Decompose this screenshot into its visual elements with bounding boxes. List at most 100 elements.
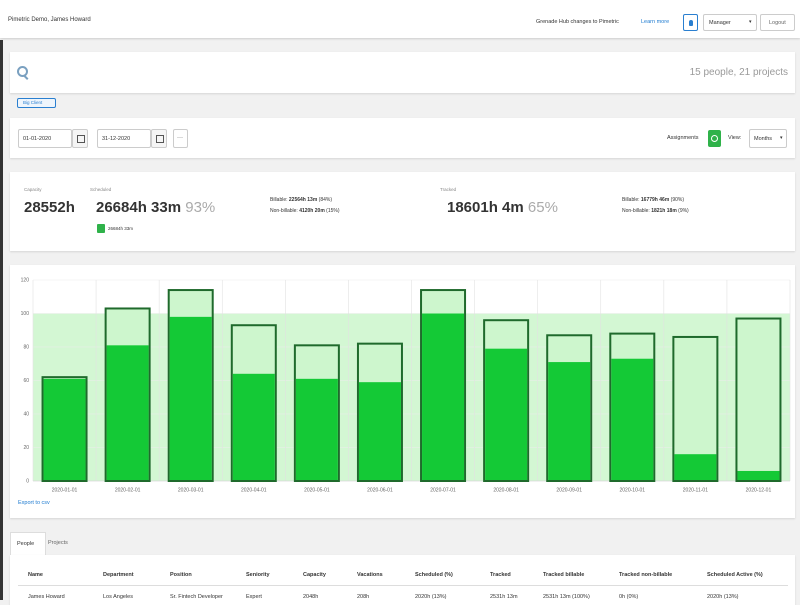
top-bar: Pimetric Demo, James Howard Grenade Hub …: [0, 0, 800, 38]
tracked-bar: [169, 316, 212, 480]
notification-button[interactable]: [683, 14, 698, 31]
capacity-value: 28552h: [24, 199, 75, 216]
share: (90%): [670, 197, 684, 203]
search-card[interactable]: 15 people, 21 projects: [10, 52, 795, 93]
table-cell: Sr. Fintech Developer: [170, 594, 223, 600]
caret: ▾: [749, 19, 752, 25]
search-icon-handle: [23, 75, 29, 80]
y-tick-label: 20: [23, 445, 29, 451]
label: Billable:: [622, 197, 640, 203]
table-cell: 2531h 13m: [490, 594, 518, 600]
more-button[interactable]: ···: [173, 129, 188, 148]
more: ···: [177, 135, 183, 141]
tab-active[interactable]: People: [10, 532, 46, 555]
scheduled-non-billable: Non-billable: 4120h 20m (15%): [270, 208, 340, 214]
label: Non-billable:: [622, 208, 650, 214]
scheduled-percent: 93%: [185, 199, 216, 216]
column-header[interactable]: Scheduled (%): [415, 572, 453, 578]
calendar-button[interactable]: [72, 129, 88, 148]
tracked-bar: [295, 378, 338, 480]
label: Non-billable:: [270, 208, 298, 214]
value: 16779h 46m: [640, 197, 670, 203]
table-card: Name Department Position Seniority Capacity V…: [10, 555, 795, 605]
calendar-button[interactable]: [151, 129, 167, 148]
end-date-input[interactable]: 31-12-2020: [97, 129, 151, 148]
tag-text: Big Client: [23, 100, 43, 105]
left-edge: [0, 40, 3, 600]
role-select[interactable]: Manager ▾: [703, 14, 757, 31]
tracked-value-row: 18601h 4m 65%: [447, 199, 558, 216]
tracked-non-billable: Non-billable: 1821h 18m (9%): [622, 208, 689, 214]
scheduled-value-row: 26684h 33m 93%: [96, 199, 215, 216]
y-tick-label: 100: [21, 311, 30, 317]
scheduled-label: Scheduled: [90, 187, 112, 192]
x-tick-label: 2020-03-01: [178, 487, 204, 493]
notice-link[interactable]: Learn more: [641, 19, 670, 25]
scheduled-value: 26684h 33m: [96, 199, 182, 216]
view-select[interactable]: Months ▾: [749, 129, 787, 148]
active-icon: [97, 224, 105, 233]
capacity-label: Capacity: [24, 187, 42, 192]
tracked-percent: 65%: [527, 199, 558, 216]
filter-card: 01-01-2020 31-12-2020 ··· Assignments Vi…: [10, 118, 795, 158]
chart: 0 20 40 60 80 100 120 2020-01-01 2020-02-01 2020-…: [21, 277, 791, 493]
tracked-bar: [232, 373, 275, 480]
app-title: Pimetric Demo, James Howard: [8, 17, 91, 23]
tracked-bar: [358, 382, 401, 480]
tracked-bar: [611, 358, 654, 480]
x-tick-label: 2020-12-01: [746, 487, 772, 493]
caret: ▾: [780, 135, 783, 141]
start-date-input[interactable]: 01-01-2020: [18, 129, 72, 148]
export-link[interactable]: Export to csv: [18, 500, 50, 506]
column-header[interactable]: Vacations: [357, 572, 383, 578]
logout: Logout: [769, 20, 786, 26]
assignments-label: Assignments: [667, 135, 699, 141]
stats-card: Capacity 28552h Scheduled 26684h 33m 93%…: [10, 172, 795, 251]
table-cell: James Howard: [28, 594, 65, 600]
column-header[interactable]: Scheduled Active (%): [707, 572, 763, 578]
notice: Grenade Hub changes to Pimetric: [536, 19, 619, 25]
column-header[interactable]: Position: [170, 572, 192, 578]
tracked-bar: [43, 378, 86, 480]
tracked-bar: [674, 454, 717, 480]
y-tick-label: 0: [26, 478, 29, 484]
x-tick-label: 2020-02-01: [115, 487, 141, 493]
x-tick-label: 2020-01-01: [52, 487, 78, 493]
tracked-billable: Billable: 16779h 46m (90%): [622, 197, 684, 203]
tracked-bar: [485, 348, 528, 480]
column-header[interactable]: Tracked billable: [543, 572, 585, 578]
value: 4120h 20m: [299, 208, 325, 214]
header-divider: [18, 585, 788, 586]
column-header[interactable]: Department: [103, 572, 134, 578]
column-header[interactable]: Seniority: [246, 572, 270, 578]
tracked-label: Tracked: [440, 187, 457, 192]
x-tick-label: 2020-08-01: [493, 487, 519, 493]
calendar-icon: [77, 135, 85, 143]
tracked-bar: [737, 470, 780, 480]
start-date: 01-01-2020: [23, 136, 52, 142]
y-tick-label: 120: [21, 277, 30, 283]
table-cell: Expert: [246, 594, 262, 600]
share: (9%): [678, 208, 689, 214]
tracked-bar: [106, 345, 149, 480]
tab-label: People: [17, 541, 35, 547]
tracked-bar: [422, 313, 465, 480]
assignments-toggle[interactable]: [708, 130, 721, 147]
search-icon: [17, 66, 28, 77]
filter-tag[interactable]: Big Client: [17, 98, 56, 108]
tab[interactable]: Projects: [48, 540, 68, 546]
column-header[interactable]: Tracked non-billable: [619, 572, 673, 578]
column-header[interactable]: Tracked: [490, 572, 511, 578]
x-tick-label: 2020-09-01: [556, 487, 582, 493]
logout-button[interactable]: Logout: [760, 14, 795, 31]
column-header[interactable]: Name: [28, 572, 43, 578]
x-tick-label: 2020-05-01: [304, 487, 330, 493]
y-tick-label: 60: [23, 378, 29, 384]
y-tick-label: 40: [23, 411, 29, 417]
view-label: View:: [728, 135, 742, 141]
table-cell: 2020h (13%): [415, 594, 447, 600]
column-header[interactable]: Capacity: [303, 572, 326, 578]
end-date: 31-12-2020: [102, 136, 131, 142]
share: (84%): [318, 197, 332, 203]
